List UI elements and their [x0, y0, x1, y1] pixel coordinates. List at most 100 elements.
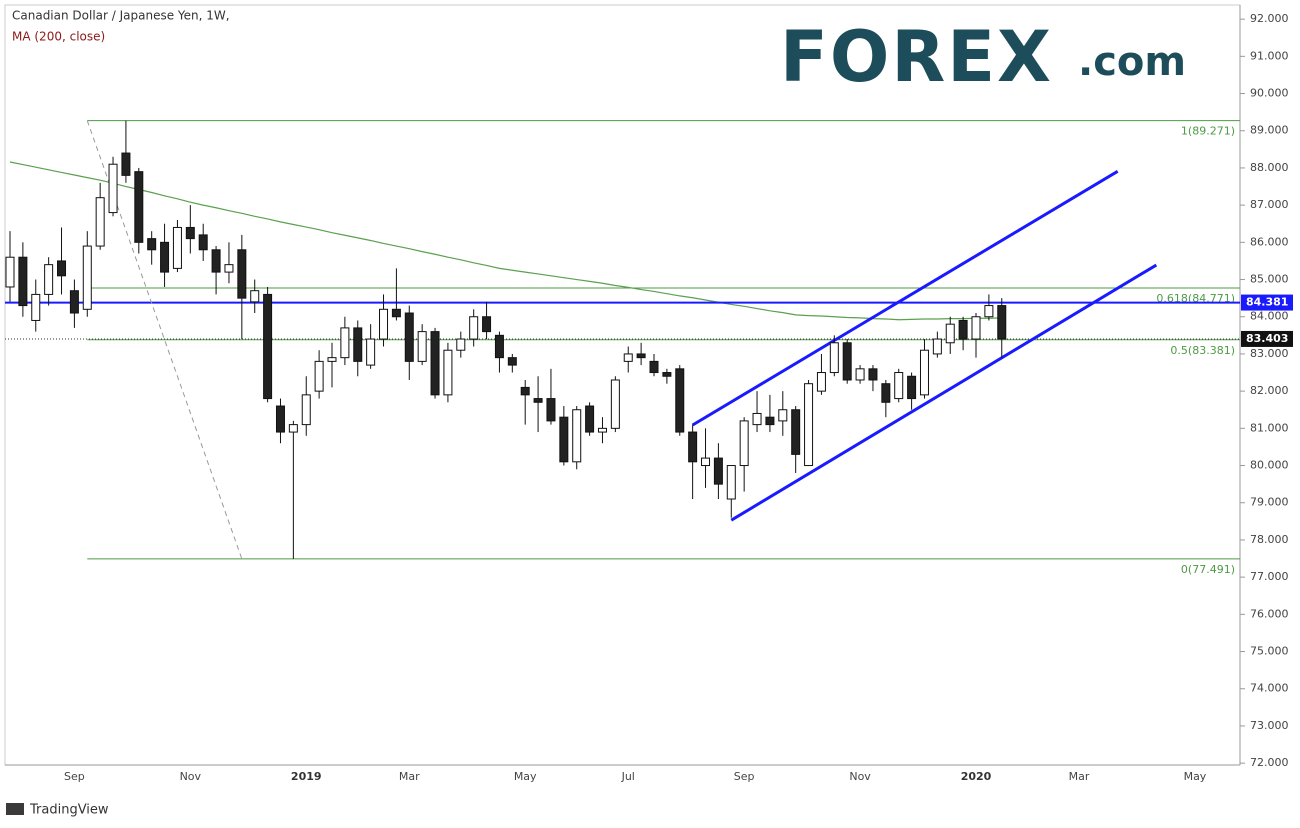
y-tick-label: 78.000	[1250, 533, 1289, 546]
y-tick-label: 84.000	[1250, 310, 1289, 323]
candle-body	[894, 372, 904, 400]
y-tick-label: 92.000	[1250, 12, 1289, 25]
hline-label-box	[1241, 294, 1293, 311]
candle-body	[69, 290, 79, 314]
candle-body	[391, 308, 401, 318]
candle-body	[585, 405, 595, 433]
fib-label: 1(89.271)	[1181, 125, 1235, 138]
candle-body	[5, 256, 15, 288]
trendline	[730, 263, 1158, 522]
trendline	[86, 120, 243, 560]
candle-body	[172, 226, 182, 269]
candle-body	[597, 427, 607, 433]
candle-body	[288, 424, 298, 433]
candle-body	[108, 163, 118, 214]
candle-body	[456, 338, 466, 351]
candle-body	[404, 312, 414, 362]
candle-body	[443, 349, 453, 396]
candle-body	[121, 152, 131, 176]
candle-body	[791, 409, 801, 455]
candle-body	[739, 420, 749, 467]
candle-body	[185, 226, 195, 240]
candle-body	[263, 293, 273, 400]
candle-body	[237, 249, 247, 299]
y-tick-label: 86.000	[1250, 235, 1289, 248]
candle-body	[610, 379, 620, 429]
candle-body	[572, 409, 582, 463]
y-tick-label: 89.000	[1250, 124, 1289, 137]
hline-label: 84.381	[1246, 296, 1288, 309]
candle-body	[31, 293, 41, 321]
candle-body	[314, 360, 324, 392]
candle-body	[971, 316, 981, 340]
y-tick-label: 85.000	[1250, 273, 1289, 286]
candle-body	[211, 249, 221, 273]
candle-body	[842, 342, 852, 381]
candle-body	[469, 316, 479, 340]
candle-body	[160, 241, 170, 273]
candle-body	[430, 331, 440, 396]
candle-body	[688, 431, 698, 463]
candle-body	[224, 264, 234, 273]
candle-body	[855, 368, 865, 381]
candle-body	[533, 398, 543, 403]
candle-body	[997, 305, 1007, 340]
brand-name: FOREX	[780, 16, 1053, 98]
candle-body	[649, 360, 659, 374]
x-tick-label: May	[1184, 770, 1207, 783]
candle-body	[275, 405, 285, 433]
candle-body	[494, 334, 504, 359]
y-tick-label: 73.000	[1250, 719, 1289, 732]
y-tick-label: 88.000	[1250, 161, 1289, 174]
candle-body	[18, 256, 28, 307]
candle-body	[507, 357, 517, 366]
candle-body	[816, 372, 826, 392]
candle-body	[919, 349, 929, 396]
y-tick-label: 76.000	[1250, 607, 1289, 620]
candle-body	[366, 338, 376, 366]
candle-body	[340, 327, 350, 359]
y-tick-label: 83.000	[1250, 347, 1289, 360]
last-price-label-box	[1241, 330, 1293, 347]
y-tick-label: 72.000	[1250, 756, 1289, 769]
x-tick-label: Jul	[621, 770, 635, 783]
candle-body	[907, 375, 917, 400]
fib-label: 0(77.491)	[1181, 563, 1235, 576]
footer-brand: TradingView	[29, 803, 109, 818]
candle-body	[147, 238, 157, 251]
candle-body	[623, 353, 633, 362]
footer-logo	[6, 803, 24, 815]
candle-body	[701, 457, 711, 467]
x-tick-label: Sep	[734, 770, 755, 783]
y-tick-label: 77.000	[1250, 570, 1289, 583]
candle-body	[82, 245, 92, 310]
candle-body	[881, 383, 891, 403]
candle-body	[327, 357, 337, 362]
y-tick-label: 79.000	[1250, 496, 1289, 509]
y-tick-label: 74.000	[1250, 682, 1289, 695]
candle-body	[353, 327, 363, 362]
candle-body	[95, 197, 105, 247]
chart-title: Canadian Dollar / Japanese Yen, 1W,	[12, 9, 230, 23]
candle-body	[134, 171, 144, 243]
candle-body	[662, 372, 672, 377]
x-tick-label: 2019	[291, 770, 322, 783]
candle-body	[198, 234, 208, 251]
x-tick-label: Mar	[1069, 770, 1090, 783]
plot-area	[4, 4, 1241, 766]
candle-body	[765, 416, 775, 426]
candle-body	[945, 323, 955, 344]
ma-label: MA (200, close)	[12, 30, 105, 44]
candle-body	[520, 386, 530, 396]
y-tick-label: 90.000	[1250, 87, 1289, 100]
x-tick-label: May	[514, 770, 537, 783]
candle-body	[636, 353, 646, 359]
candle-body	[675, 368, 685, 433]
x-tick-label: 2020	[961, 770, 992, 783]
fib-label: 0.5(83.381)	[1170, 344, 1235, 357]
candle-body	[958, 319, 968, 340]
y-tick-label: 82.000	[1250, 384, 1289, 397]
y-tick-label: 80.000	[1250, 459, 1289, 472]
candle-body	[417, 331, 427, 362]
candle-body	[752, 412, 762, 426]
